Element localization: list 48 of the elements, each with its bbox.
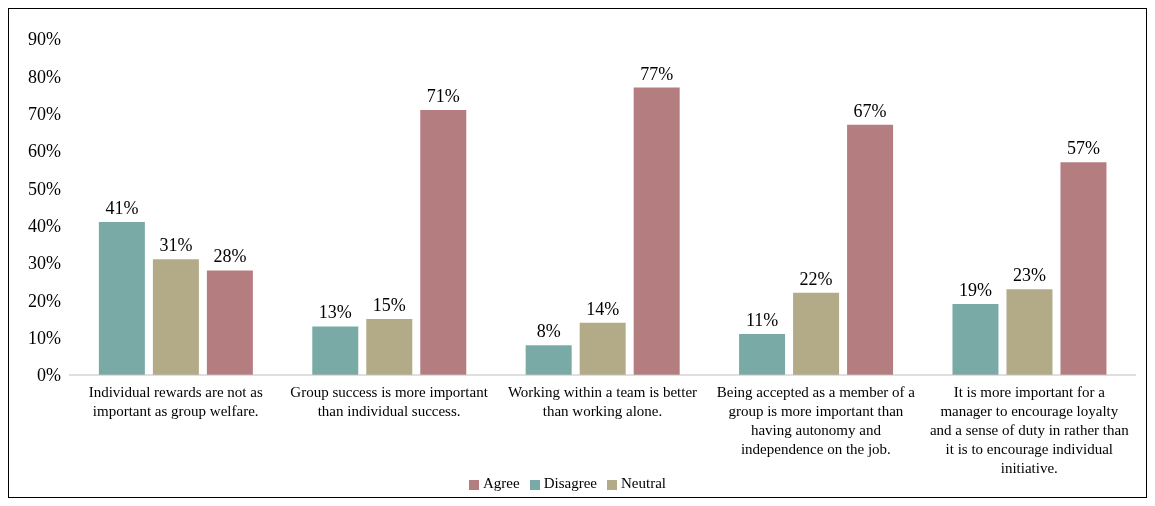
bar xyxy=(206,270,253,375)
data-label: 67% xyxy=(853,100,887,121)
x-tick-label: It is more important for a manager to encourage loyalty and a sense of duty in rather than it is to encourage individual initiative. xyxy=(929,384,1130,476)
data-label: 14% xyxy=(586,298,620,319)
x-tick-label: Group success is more important than individual success. xyxy=(290,384,489,419)
y-tick-label: 80% xyxy=(28,66,61,87)
x-tick-label: Working within a team is better than working alone. xyxy=(507,384,698,419)
data-label: 11% xyxy=(745,309,779,330)
data-label: 22% xyxy=(799,268,833,289)
y-tick-label: 20% xyxy=(28,290,61,311)
bar xyxy=(579,322,626,375)
data-label: 13% xyxy=(318,302,352,323)
data-label: 23% xyxy=(1012,265,1046,286)
bar xyxy=(739,333,786,375)
y-tick-label: 60% xyxy=(28,141,61,162)
data-label: 28% xyxy=(213,246,247,267)
bar xyxy=(366,319,413,375)
bar xyxy=(793,292,840,375)
legend-label: Neutral xyxy=(620,475,666,491)
data-label: 71% xyxy=(426,85,460,106)
bar xyxy=(98,221,145,375)
data-label: 31% xyxy=(159,235,193,256)
bar xyxy=(847,124,894,375)
y-tick-label: 40% xyxy=(28,216,61,237)
data-label: 57% xyxy=(1066,138,1100,159)
bar xyxy=(525,345,572,375)
data-label: 77% xyxy=(640,63,674,84)
x-tick-label: Individual rewards are not as important as group welfare. xyxy=(88,384,263,419)
y-tick-label: 90% xyxy=(28,29,61,50)
bar xyxy=(1006,289,1053,375)
y-tick-label: 30% xyxy=(28,253,61,274)
data-label: 19% xyxy=(958,280,992,301)
legend-label: Disagree xyxy=(543,475,597,491)
data-label: 41% xyxy=(105,197,139,218)
y-tick-label: 10% xyxy=(28,328,61,349)
data-label: 8% xyxy=(536,321,561,342)
bar xyxy=(420,109,467,375)
bar xyxy=(312,326,359,375)
y-tick-label: 70% xyxy=(28,104,61,125)
bar xyxy=(152,259,199,375)
y-tick-label: 50% xyxy=(28,178,61,199)
legend-label: Agree xyxy=(483,475,520,491)
bar xyxy=(1060,162,1107,375)
y-tick-label: 0% xyxy=(37,365,61,386)
bar xyxy=(633,87,680,375)
x-tick-label: Being accepted as a member of a group is more important than having autonomy and independence on the job. xyxy=(716,384,916,457)
data-label: 15% xyxy=(372,295,406,315)
bar xyxy=(952,304,999,375)
